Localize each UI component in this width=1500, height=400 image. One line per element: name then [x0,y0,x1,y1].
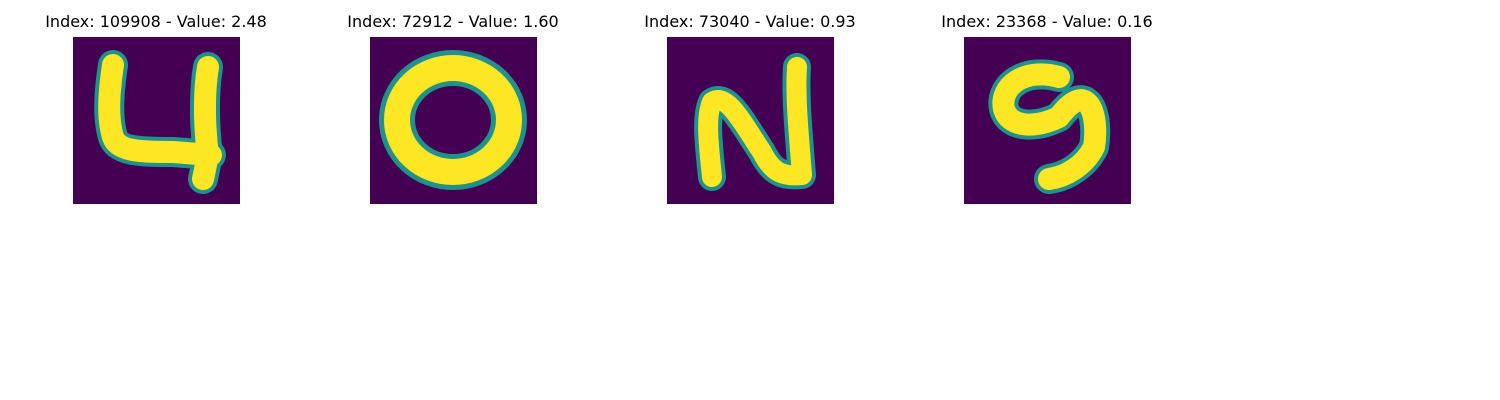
panel-title: Index: 72912 - Value: 1.60 [347,12,559,31]
digit-2-image [667,37,834,204]
panel-4: Index: 23368 - Value: 0.16 [917,0,1177,210]
panel-2: Index: 72912 - Value: 1.60 [323,0,583,210]
panel-1: Index: 109908 - Value: 2.48 [26,0,286,210]
panel-3: Index: 73040 - Value: 0.93 [620,0,880,210]
digit-0-image [370,37,537,204]
digit-4-image [73,37,240,204]
digit-stroke [98,54,222,190]
digit-stroke [384,55,522,185]
digit-stroke [992,63,1107,190]
digit-9-image [964,37,1131,204]
digit-stroke [698,57,812,187]
panel-title: Index: 109908 - Value: 2.48 [45,12,267,31]
panel-title: Index: 73040 - Value: 0.93 [644,12,856,31]
panel-title: Index: 23368 - Value: 0.16 [941,12,1153,31]
